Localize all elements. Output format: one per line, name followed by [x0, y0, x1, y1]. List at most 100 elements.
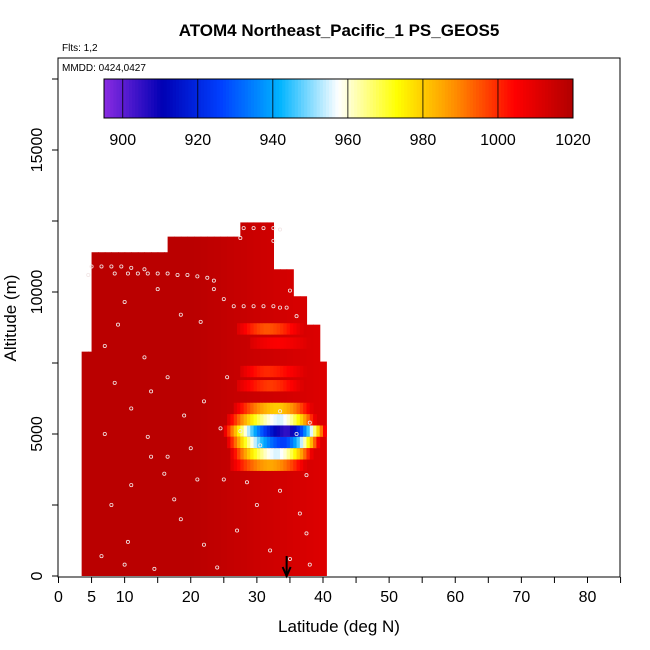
heat-cell	[253, 222, 261, 577]
heat-cell	[223, 425, 228, 437]
colorbar-tick-label: 980	[410, 132, 437, 149]
colorbar-segment	[332, 79, 336, 118]
heat-cell	[309, 448, 314, 460]
heat-cell	[319, 361, 327, 576]
colorbar-segment	[554, 79, 558, 118]
colorbar-segment	[335, 79, 339, 118]
heat-cell	[270, 323, 274, 335]
flight-point	[307, 420, 312, 425]
x-tick-label: 5	[87, 589, 96, 606]
heat-cell	[237, 436, 241, 449]
heat-cell	[293, 459, 298, 471]
heat-cell	[253, 380, 258, 392]
heat-cell	[283, 380, 288, 392]
heat-cell	[253, 323, 258, 335]
heat-cell	[273, 425, 278, 437]
heat-cell	[303, 436, 307, 449]
heat-cell	[243, 402, 248, 415]
heat-cell	[250, 380, 255, 392]
flight-point	[278, 305, 283, 310]
heat-cell	[237, 459, 241, 471]
flight-point	[165, 271, 170, 276]
heat-cell	[293, 448, 298, 460]
heat-cell	[306, 414, 311, 426]
colorbar-tick-label: 920	[184, 132, 211, 149]
flight-point	[116, 322, 121, 327]
heat-cell	[167, 236, 175, 576]
heat-cell	[230, 448, 235, 460]
heat-cell	[250, 323, 255, 335]
heat-cell	[256, 436, 261, 449]
heat-cell	[256, 323, 261, 335]
heat-cell	[246, 323, 251, 335]
heat-cell	[263, 414, 268, 426]
heat-cell	[273, 323, 278, 335]
heat-cell	[237, 402, 241, 415]
heat-cell	[246, 414, 251, 426]
colorbar-segment	[379, 79, 383, 118]
heat-cell	[313, 414, 317, 426]
flight-point	[268, 548, 273, 553]
colorbar-segment	[407, 79, 411, 118]
heat-cell	[296, 402, 301, 415]
colorbar-segment	[129, 79, 133, 118]
colorbar-segment	[235, 79, 239, 118]
colorbar-segment	[213, 79, 218, 118]
colorbar-segment	[307, 79, 311, 118]
colorbar-segment	[138, 79, 143, 118]
colorbar-tick-label: 960	[335, 132, 362, 149]
heat-cell	[296, 337, 301, 349]
x-tick-label: 70	[512, 589, 530, 606]
colorbar-segment	[313, 79, 318, 118]
colorbar-segment	[157, 79, 161, 118]
heat-cell	[243, 380, 248, 392]
heat-cell	[250, 436, 255, 449]
colorbar-segment	[569, 79, 574, 118]
x-tick-label: 10	[116, 589, 134, 606]
heat-cell	[243, 323, 248, 335]
heat-cell	[289, 380, 294, 392]
heat-cell	[118, 252, 126, 577]
heat-cell	[266, 414, 271, 426]
colorbar-segment	[494, 79, 499, 118]
colorbar-segment	[419, 79, 424, 118]
x-tick-label: 20	[182, 589, 200, 606]
heat-cell	[253, 448, 258, 460]
heat-cell	[81, 351, 89, 576]
flight-point	[235, 528, 240, 533]
colorbar-segment	[438, 79, 443, 118]
colorbar-segment	[279, 79, 283, 118]
colorbar-segment	[410, 79, 415, 118]
heat-cell	[276, 402, 281, 415]
colorbar-segment	[516, 79, 521, 118]
heat-cell	[303, 425, 307, 437]
flight-point	[175, 272, 180, 277]
heat-cell	[266, 222, 274, 577]
colorbar-segment	[344, 79, 349, 118]
heat-cell	[227, 425, 231, 437]
heat-cell	[250, 365, 255, 378]
colorbar-tick-label: 1000	[480, 132, 516, 149]
colorbar-segment	[397, 79, 402, 118]
heat-cell	[260, 323, 264, 335]
heat-cell	[246, 459, 251, 471]
colorbar-segment	[560, 79, 565, 118]
colorbar-segment	[113, 79, 118, 118]
colorbar-segment	[507, 79, 511, 118]
heat-cell	[256, 448, 261, 460]
heat-cell	[270, 402, 274, 415]
flight-point	[125, 539, 130, 544]
heat-cell	[266, 323, 271, 335]
heat-cell	[299, 402, 304, 415]
plot-area-border	[57, 57, 621, 578]
flight-point	[135, 271, 140, 276]
flight-point	[109, 264, 114, 269]
heat-cell	[266, 402, 271, 415]
heat-cell	[230, 414, 235, 426]
colorbar-segment	[107, 79, 111, 118]
colorbar-segment	[166, 79, 171, 118]
heat-cell	[240, 365, 245, 378]
colorbar-segment	[119, 79, 124, 118]
colorbar-segment	[372, 79, 377, 118]
flight-point	[122, 562, 127, 567]
